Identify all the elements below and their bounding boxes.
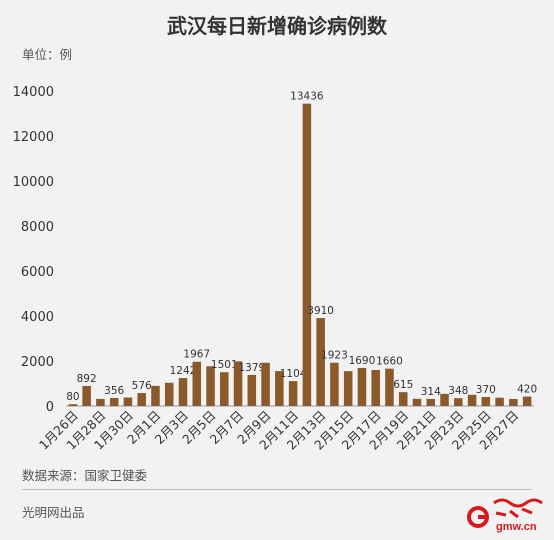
y-tick-label: 12000: [13, 130, 54, 145]
data-label: 1923: [321, 350, 348, 362]
bar: [467, 394, 477, 406]
bar: [357, 367, 367, 406]
data-label: 348: [448, 385, 468, 397]
data-label: 1242: [170, 365, 197, 377]
data-label: 1690: [349, 355, 376, 367]
bar: [522, 396, 532, 406]
bar: [220, 372, 229, 406]
data-label: 80: [66, 391, 79, 403]
bar: [454, 398, 463, 406]
y-tick-label: 8000: [21, 220, 54, 235]
bar: [316, 318, 325, 406]
bar: [398, 392, 408, 406]
bar: [109, 397, 119, 406]
footer-divider: [22, 489, 532, 490]
data-label: 420: [517, 384, 537, 396]
bar: [178, 378, 188, 406]
y-tick-label: 6000: [21, 265, 54, 280]
y-tick-label: 14000: [13, 85, 54, 100]
data-label: 892: [77, 373, 97, 385]
data-label: 1104: [280, 368, 307, 380]
data-label: 13436: [290, 91, 324, 103]
bar: [164, 382, 174, 406]
bar: [495, 397, 504, 406]
y-tick-label: 2000: [21, 355, 54, 370]
bar: [288, 381, 298, 406]
bar: [481, 396, 491, 406]
data-label: 615: [393, 379, 413, 391]
y-tick-label: 4000: [21, 310, 54, 325]
bar: [123, 397, 133, 406]
chart-title: 武汉每日新增确诊病例数: [167, 14, 387, 38]
data-label: 370: [476, 384, 496, 396]
publisher-label: 光明网出品: [22, 505, 85, 520]
data-label: 1967: [183, 349, 210, 361]
bar: [82, 385, 91, 406]
bar: [96, 398, 105, 406]
y-tick-label: 10000: [13, 175, 54, 190]
data-source: 数据来源：国家卫健委: [22, 468, 148, 483]
bar: [261, 362, 270, 406]
bar: [137, 393, 146, 406]
bar: [426, 398, 436, 406]
bar-chart: 0 2000 4000 6000 8000 10000 12000 14000 80 892 356…: [13, 85, 538, 453]
data-label: 3910: [307, 305, 334, 317]
bar: [233, 361, 243, 406]
gmw-logo: gmw.cn: [467, 498, 543, 533]
logo-text: gmw.cn: [496, 521, 537, 533]
data-label: 1501: [211, 359, 238, 371]
bar: [440, 393, 449, 406]
bar: [275, 371, 284, 406]
data-label: 1379: [238, 362, 265, 374]
bar: [192, 361, 202, 406]
bar: [206, 366, 215, 406]
bar: [371, 370, 380, 406]
data-label: 1660: [376, 356, 403, 368]
bar: [343, 371, 353, 406]
bar: [509, 398, 518, 406]
bar: [330, 362, 339, 406]
data-label: 356: [104, 385, 124, 397]
bar: [302, 103, 312, 406]
unit-label: 单位：例: [22, 47, 73, 62]
bar: [247, 374, 257, 406]
data-label: 314: [421, 386, 441, 398]
bar: [151, 385, 160, 406]
bar: [385, 368, 394, 406]
bar: [412, 398, 422, 406]
data-label: 576: [132, 380, 152, 392]
y-tick-label: 0: [46, 400, 54, 415]
bar: [68, 404, 78, 406]
